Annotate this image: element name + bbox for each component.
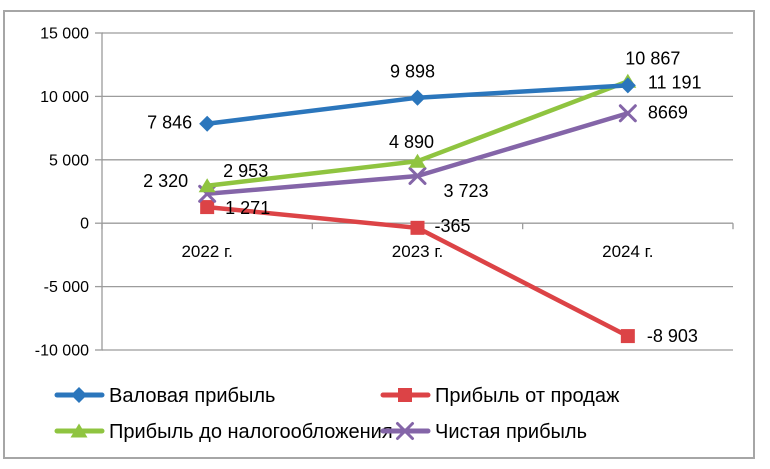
series-3-marker-1 — [408, 166, 427, 185]
data-label-series-1-point-1: -365 — [435, 216, 471, 236]
series-0-marker-1 — [409, 89, 426, 106]
x-category-label: 2024 г. — [602, 242, 653, 261]
series-1-marker-0 — [200, 200, 215, 215]
y-tick-label: 5 000 — [49, 152, 89, 169]
data-label-series-1-point-2: -8 903 — [647, 326, 698, 346]
data-label-series-3-point-0: 2 320 — [143, 171, 188, 191]
data-label-series-3-point-2: 8669 — [648, 102, 688, 122]
legend-item-1: Прибыль от продаж — [380, 385, 620, 407]
y-tick-label: 0 — [80, 216, 89, 233]
legend-triangle-icon — [70, 423, 88, 438]
legend-x-icon — [396, 422, 414, 440]
legend-item-3: Чистая прибыль — [380, 421, 587, 443]
data-label-series-0-point-2: 10 867 — [625, 48, 680, 68]
data-label-series-0-point-0: 7 846 — [147, 113, 192, 133]
y-tick-label: -5 000 — [44, 279, 89, 296]
series-2-marker-1 — [409, 153, 426, 168]
series-2-marker-0 — [198, 178, 216, 193]
series-3-marker-2 — [618, 104, 637, 123]
series-1-marker-1 — [410, 220, 425, 235]
legend-label: Прибыль от продаж — [435, 385, 620, 407]
x-category-label: 2022 г. — [181, 242, 232, 261]
data-label-series-2-point-2: 11 191 — [648, 72, 702, 92]
series-1-marker-2 — [620, 329, 635, 344]
data-label-series-3-point-1: 3 723 — [444, 181, 489, 201]
legend-label: Прибыль до налогообложения — [109, 421, 393, 443]
series-0-marker-2 — [619, 77, 636, 94]
legend-label: Чистая прибыль — [435, 421, 587, 443]
legend-item-0: Валовая прибыль — [54, 385, 275, 407]
data-label-series-1-point-0: 1 271 — [225, 198, 270, 218]
y-tick-label: 15 000 — [40, 26, 89, 43]
legend-label: Валовая прибыль — [109, 385, 275, 407]
legend-diamond-icon — [71, 387, 87, 403]
data-label-series-2-point-1: 4 890 — [389, 132, 434, 152]
y-tick-label: 10 000 — [40, 89, 89, 106]
data-label-series-0-point-1: 9 898 — [390, 62, 435, 82]
x-category-label: 2023 г. — [392, 242, 443, 261]
series-0-marker-0 — [199, 115, 216, 132]
legend-square-icon — [398, 388, 412, 402]
data-label-series-2-point-0: 2 953 — [223, 161, 268, 181]
legend-item-2: Прибыль до налогообложения — [54, 421, 393, 443]
y-tick-label: -10 000 — [35, 343, 89, 360]
